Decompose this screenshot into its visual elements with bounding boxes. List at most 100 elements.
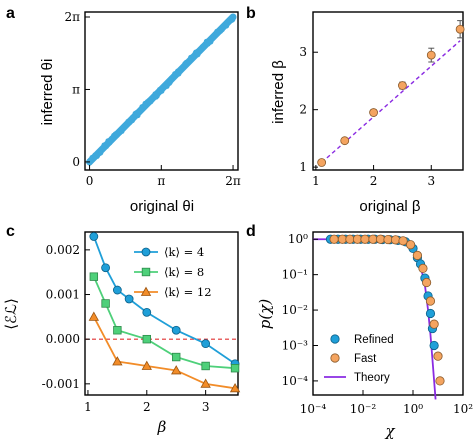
panel-c-point-1 xyxy=(230,364,240,373)
panel-d-point-fast xyxy=(405,240,416,250)
panel-d-point-refined xyxy=(425,308,436,319)
panel-a-point xyxy=(119,126,125,133)
panel-a-point xyxy=(129,114,135,120)
panel-a-ytick-label: 2π xyxy=(64,10,80,24)
panel-c-ytick-label: -0.001 xyxy=(42,377,80,391)
panel-d-point-fast xyxy=(398,236,408,246)
panel-d-point-fast xyxy=(418,263,428,274)
panel-d-xlabel: χ xyxy=(384,422,395,440)
panel-c-point-0 xyxy=(112,285,122,295)
panel-b-point xyxy=(398,81,407,90)
panel-a-xtick-label: 0 xyxy=(86,174,94,188)
panel-d-ytick-label: 10⁻² xyxy=(282,303,309,317)
panel-c-legend-marker xyxy=(141,247,151,257)
panel-a-point xyxy=(195,52,201,58)
panel-c-frame xyxy=(84,231,239,396)
panel-d-ytick-label: 10⁻⁴ xyxy=(282,374,309,388)
panel-a-xtick-label: π xyxy=(157,174,165,188)
panel-b-frame xyxy=(312,11,464,171)
panel-d-ylabel: p(χ) xyxy=(256,299,274,330)
panel-c-xtick-label: 2 xyxy=(143,400,151,414)
panel-c-point-2 xyxy=(229,382,241,393)
panel-b-point xyxy=(340,136,350,146)
panel-d-point-fast xyxy=(390,235,401,245)
panel-b-letter: b xyxy=(246,5,256,22)
panel-c-point-1 xyxy=(201,361,210,371)
panel-a-ytick-label: 0 xyxy=(72,155,80,169)
panel-b-point xyxy=(455,24,465,34)
panel-b-ytick-label: 1 xyxy=(299,160,307,174)
panel-c-xtick-label: 3 xyxy=(202,400,210,414)
panel-d-point-fast xyxy=(435,376,445,386)
panel-b-xlabel: original β xyxy=(359,198,421,215)
panel-d-point-fast xyxy=(433,351,443,361)
panel-d-point-fast xyxy=(422,277,432,288)
panel-b-ylabel: inferred β xyxy=(270,60,287,124)
panel-c-legend-marker xyxy=(140,286,152,296)
panel-a-point xyxy=(98,150,104,156)
panel-c-legend-label: ⟨k⟩ = 8 xyxy=(164,265,204,279)
panel-c-point-0 xyxy=(89,232,99,241)
panel-d-legend-label: Refined xyxy=(354,334,394,346)
panel-d-letter: d xyxy=(246,223,256,240)
panel-a-ylabel: inferred θi xyxy=(39,59,56,126)
panel-c-point-2 xyxy=(141,360,152,370)
panel-c: c 1 2 3 0.002 0.001 0.000 -0.001 ⟨k⟩ = 4 ⟨k⟩ = … xyxy=(2,223,241,436)
panel-c-ytick-label: 0.002 xyxy=(46,243,80,257)
panel-c-legend-label: ⟨k⟩ = 4 xyxy=(164,245,204,259)
panel-d-legend-label: Fast xyxy=(354,353,377,365)
panel-b-point xyxy=(426,50,436,60)
panel-d-legend-label: Theory xyxy=(354,372,390,384)
panel-c-ytick-label: 0.000 xyxy=(46,332,80,346)
panel-a-point xyxy=(223,23,230,29)
panel-c-point-0 xyxy=(124,294,134,304)
panel-c-legend-marker xyxy=(141,267,151,277)
panel-d-point-fast xyxy=(429,319,439,329)
panel-b: b 1 2 3 1 2 3 original β inferred β xyxy=(246,5,465,215)
panel-a-xlabel: original θi xyxy=(130,198,194,215)
panel-b-ytick-label: 2 xyxy=(299,103,307,117)
panel-a-point xyxy=(201,44,207,50)
panel-d-legend-marker xyxy=(330,353,340,363)
panel-d-point-fast xyxy=(329,234,339,244)
panel-d-xtick-label: 10⁻⁴ xyxy=(300,402,327,416)
panel-d-point-fast xyxy=(412,250,423,260)
panel-d-xtick-label: 10² xyxy=(453,402,473,416)
panel-c-point-2 xyxy=(88,311,100,321)
panel-c-legend-label: ⟨k⟩ = 12 xyxy=(164,285,212,299)
panel-c-xlabel: β xyxy=(157,418,167,436)
panel-c-point-1 xyxy=(113,326,122,335)
panel-d-ytick-label: 10⁰ xyxy=(288,232,308,246)
panel-a-ytick-label: π xyxy=(72,82,80,96)
panel-b-xtick-label: 2 xyxy=(370,174,378,188)
panel-c-point-1 xyxy=(172,352,181,362)
panel-b-point xyxy=(317,158,327,167)
panel-c-ytick-label: 0.001 xyxy=(46,288,80,302)
panel-c-point-0 xyxy=(201,339,211,349)
panel-c-ylabel: ⟨ℰℒ⟩ xyxy=(2,298,20,330)
panel-c-point-0 xyxy=(142,307,152,317)
panel-d-xtick-label: 10⁰ xyxy=(403,402,423,416)
panel-d: d 10⁻⁴ 10⁻² 10⁰ 10² 10⁰ 10⁻¹ 10⁻² 10⁻³ 10⁻⁴ Refi… xyxy=(246,223,473,440)
panel-a-point xyxy=(154,93,160,99)
panel-a-point xyxy=(230,17,236,23)
panel-d-xtick-label: 10⁻² xyxy=(350,402,377,416)
panel-d-legend-marker xyxy=(330,334,340,344)
panel-d-point-refined xyxy=(429,340,439,351)
panel-c-point-1 xyxy=(142,334,151,344)
panel-c-point-1 xyxy=(101,299,110,308)
panel-a-xtick-label: 2π xyxy=(225,174,241,188)
panel-d-frame xyxy=(312,231,464,396)
panel-d-ytick-label: 10⁻¹ xyxy=(282,268,308,282)
panel-b-xtick-label: 3 xyxy=(427,174,435,188)
panel-c-point-2 xyxy=(171,365,182,375)
panel-b-point xyxy=(369,108,378,117)
panel-c-series-line-2 xyxy=(93,316,236,390)
panel-d-ytick-label: 10⁻³ xyxy=(282,338,309,352)
panel-c-xtick-label: 1 xyxy=(84,400,92,414)
panel-c-point-0 xyxy=(171,325,181,335)
panel-b-ytick-label: 3 xyxy=(299,45,307,59)
panel-c-point-1 xyxy=(89,272,99,281)
panel-a: a 0 π 2π 0 π 2π original θi inferred θi xyxy=(6,5,241,215)
